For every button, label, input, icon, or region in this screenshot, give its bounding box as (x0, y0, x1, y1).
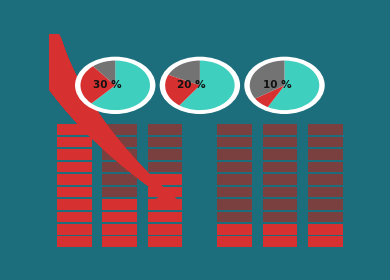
Bar (148, 211, 183, 222)
Wedge shape (168, 60, 200, 85)
Bar (103, 237, 137, 247)
Text: 10 %: 10 % (263, 80, 292, 90)
Circle shape (244, 57, 325, 114)
Bar (57, 149, 92, 160)
Bar (57, 211, 92, 222)
Bar (217, 186, 252, 197)
Wedge shape (93, 60, 115, 85)
Bar (217, 224, 252, 235)
Bar (262, 186, 297, 197)
Bar (262, 137, 297, 147)
Bar (217, 211, 252, 222)
Bar (57, 224, 92, 235)
Bar (262, 124, 297, 135)
Bar (148, 224, 183, 235)
Wedge shape (80, 66, 115, 103)
Circle shape (160, 57, 240, 114)
Bar (148, 186, 183, 197)
Bar (308, 224, 343, 235)
Bar (148, 162, 183, 172)
Bar (148, 237, 183, 247)
Bar (308, 137, 343, 147)
Wedge shape (165, 75, 200, 105)
Text: 20 %: 20 % (177, 80, 206, 90)
Bar (57, 162, 92, 172)
Bar (262, 199, 297, 210)
Bar (217, 149, 252, 160)
Bar (308, 124, 343, 135)
Bar (103, 174, 137, 185)
Bar (57, 124, 92, 135)
Bar (262, 162, 297, 172)
Wedge shape (179, 60, 235, 110)
Bar (262, 211, 297, 222)
Bar (148, 137, 183, 147)
Bar (217, 162, 252, 172)
Bar (103, 224, 137, 235)
Wedge shape (91, 60, 150, 110)
Polygon shape (154, 186, 176, 202)
Bar (148, 174, 183, 185)
Text: 30 %: 30 % (92, 80, 121, 90)
Bar (217, 124, 252, 135)
Bar (57, 174, 92, 185)
Bar (148, 199, 183, 210)
Bar (103, 186, 137, 197)
Bar (57, 186, 92, 197)
Bar (217, 237, 252, 247)
Bar (308, 237, 343, 247)
Bar (308, 186, 343, 197)
Bar (262, 174, 297, 185)
Bar (148, 149, 183, 160)
Circle shape (75, 57, 156, 114)
Bar (262, 149, 297, 160)
Bar (308, 199, 343, 210)
Wedge shape (250, 60, 285, 99)
Bar (103, 211, 137, 222)
Bar (103, 162, 137, 172)
Bar (262, 237, 297, 247)
Bar (148, 124, 183, 135)
Bar (308, 149, 343, 160)
Wedge shape (268, 60, 319, 110)
Bar (103, 199, 137, 210)
Bar (308, 211, 343, 222)
Bar (57, 137, 92, 147)
Bar (217, 174, 252, 185)
Bar (217, 199, 252, 210)
Wedge shape (255, 85, 285, 107)
Bar (103, 137, 137, 147)
Bar (308, 162, 343, 172)
Bar (57, 237, 92, 247)
Bar (262, 224, 297, 235)
Bar (57, 199, 92, 210)
Bar (308, 174, 343, 185)
Bar (217, 137, 252, 147)
Bar (103, 124, 137, 135)
Bar (103, 149, 137, 160)
